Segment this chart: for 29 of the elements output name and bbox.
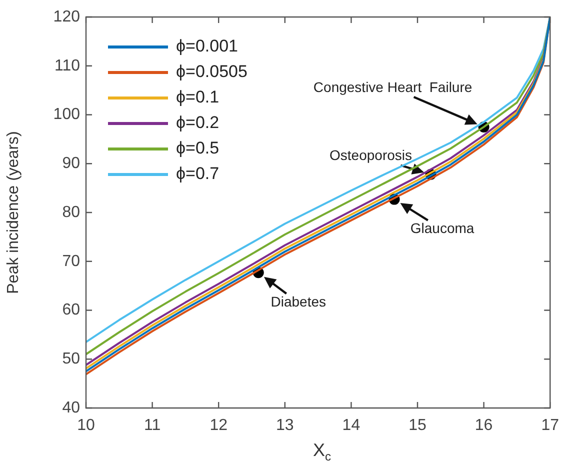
- y-tick-label: 70: [62, 252, 80, 270]
- y-tick-label: 40: [62, 399, 80, 416]
- x-tick-label: 11: [144, 417, 161, 434]
- legend-label: ϕ=0.0505: [176, 62, 248, 82]
- y-tick-label: 120: [53, 8, 80, 26]
- legend-label: ϕ=0.2: [176, 113, 220, 132]
- y-tick-label: 110: [54, 57, 80, 74]
- y-axis-title: Peak incidence (years): [5, 131, 22, 294]
- y-tick-label: 60: [62, 302, 80, 319]
- legend-label: ϕ=0.5: [176, 138, 220, 158]
- x-tick-label: 14: [342, 417, 360, 434]
- annotation: Glaucoma: [410, 220, 474, 236]
- annotation: Diabetes: [270, 293, 326, 310]
- legend-label: ϕ=0.7: [176, 164, 220, 184]
- x-tick-label: 16: [474, 417, 493, 434]
- legend-label: ϕ=0.1: [176, 88, 220, 107]
- y-tick-label: 90: [62, 155, 80, 172]
- x-tick-label: 17: [541, 417, 560, 434]
- x-tick-label: 15: [408, 417, 426, 434]
- legend-label: ϕ=0.001: [176, 36, 238, 56]
- y-tick-label: 50: [62, 350, 80, 368]
- x-tick-label: 10: [77, 417, 95, 434]
- x-tick-label: 13: [276, 417, 294, 434]
- y-tick-label: 100: [53, 106, 80, 124]
- annotation: Congestive Heart Failure: [313, 78, 472, 95]
- annotation: Osteoporosis: [330, 147, 412, 164]
- x-axis-title: X$_{c}$: [312, 440, 332, 464]
- y-tick-label: 80: [62, 204, 80, 221]
- x-tick-label: 12: [210, 417, 228, 434]
